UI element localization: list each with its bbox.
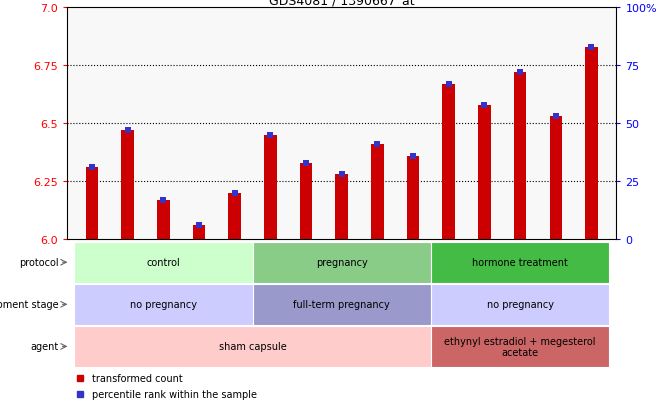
Bar: [74, 284, 253, 325]
Bar: [253, 242, 431, 283]
Text: transformed count: transformed count: [92, 373, 183, 383]
Bar: [442, 85, 455, 240]
Bar: [253, 284, 431, 325]
Text: control: control: [147, 258, 180, 268]
Bar: [549, 117, 562, 240]
Bar: [264, 135, 277, 240]
Text: no pregnancy: no pregnancy: [130, 299, 197, 310]
Bar: [74, 326, 431, 367]
Bar: [514, 73, 527, 240]
Bar: [478, 105, 490, 240]
Bar: [431, 284, 609, 325]
Text: percentile rank within the sample: percentile rank within the sample: [92, 389, 257, 399]
Text: development stage: development stage: [0, 299, 58, 310]
Bar: [431, 242, 609, 283]
Text: pregnancy: pregnancy: [316, 258, 368, 268]
Text: hormone treatment: hormone treatment: [472, 258, 568, 268]
Bar: [299, 163, 312, 240]
Text: full-term pregnancy: full-term pregnancy: [293, 299, 390, 310]
Text: agent: agent: [30, 342, 58, 351]
Bar: [431, 326, 609, 367]
Bar: [371, 145, 384, 240]
Text: sham capsule: sham capsule: [218, 342, 286, 351]
Title: GDS4081 / 1390667_at: GDS4081 / 1390667_at: [269, 0, 415, 7]
Bar: [407, 156, 419, 240]
Text: ethynyl estradiol + megesterol
acetate: ethynyl estradiol + megesterol acetate: [444, 336, 596, 357]
Text: protocol: protocol: [19, 258, 58, 268]
Bar: [193, 225, 205, 240]
Bar: [157, 200, 170, 240]
Bar: [228, 193, 241, 240]
Text: no pregnancy: no pregnancy: [486, 299, 553, 310]
Bar: [121, 131, 134, 240]
Bar: [336, 175, 348, 240]
Bar: [585, 47, 598, 240]
Bar: [86, 168, 98, 240]
Bar: [74, 242, 253, 283]
